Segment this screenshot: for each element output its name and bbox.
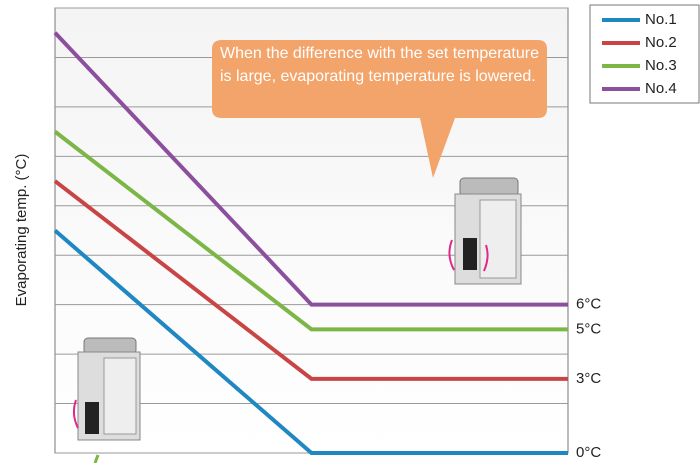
legend-label: No.1 — [645, 11, 677, 28]
value-label: 6°C — [576, 296, 601, 313]
legend-label: No.2 — [645, 34, 677, 51]
value-label: 3°C — [576, 370, 601, 387]
callout-bubble — [212, 40, 547, 178]
value-label: 5°C — [576, 320, 601, 337]
value-label: 0°C — [576, 444, 601, 461]
legend-label: No.3 — [645, 57, 677, 74]
series-line — [53, 130, 568, 332]
compressor-icon — [448, 177, 522, 285]
series-line — [53, 31, 568, 307]
y-axis-label: Evaporating temp. (°C) — [13, 154, 30, 307]
series-line — [53, 179, 568, 381]
compressor-icon — [72, 337, 141, 463]
callout-text: When the difference with the set tempera… — [220, 45, 539, 85]
series-line — [53, 228, 568, 455]
legend-label: No.4 — [645, 80, 677, 97]
